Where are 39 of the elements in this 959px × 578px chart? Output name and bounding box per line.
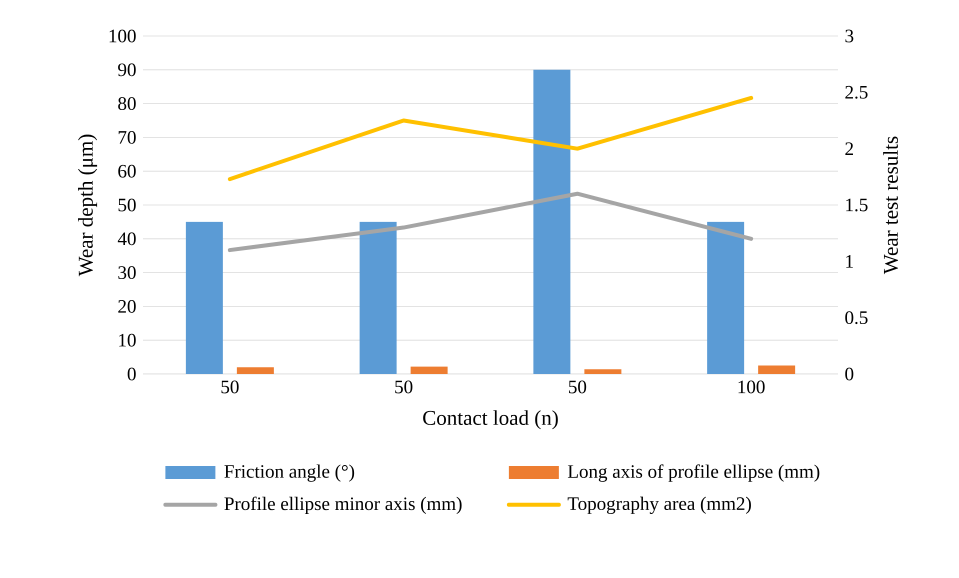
- y-tick-label: 60: [118, 164, 136, 178]
- x-tick-label: 50: [568, 380, 586, 394]
- x-axis-title: Contact load (n): [423, 410, 558, 430]
- x-tick-label: 50: [221, 380, 239, 394]
- bar: [360, 222, 397, 374]
- y-tick-label: 100: [110, 30, 136, 42]
- bar: [758, 366, 796, 374]
- x-tick-label: 50: [395, 380, 412, 394]
- y-tick-label: 30: [118, 266, 136, 280]
- bar: [707, 222, 744, 374]
- y2-tick-label: 2: [845, 142, 853, 155]
- bar: [186, 222, 223, 374]
- y2-tick-label: 1: [846, 255, 853, 268]
- legend-label: Friction angle (°): [224, 464, 354, 482]
- y2-tick-label: 0: [845, 368, 854, 380]
- bar: [410, 366, 448, 374]
- y2-tick-label: 1.5: [846, 198, 868, 212]
- y-tick-label: 80: [118, 97, 136, 110]
- y-tick-label: 20: [118, 300, 136, 313]
- x-tick-label: 100: [738, 380, 765, 394]
- y-tick-label: 70: [118, 130, 136, 144]
- legend-label: Topography area (mm2): [568, 496, 751, 514]
- legend-label: Long axis of profile ellipse (mm): [568, 464, 820, 482]
- legend-label: Profile ellipse minor axis (mm): [224, 496, 462, 514]
- y2-tick-label: 0.5: [845, 311, 868, 324]
- y2-tick-label: 2.5: [845, 86, 868, 99]
- y-tick-label: 0: [128, 368, 136, 380]
- y-tick-label: 50: [118, 198, 136, 212]
- y-tick-label: 40: [118, 232, 136, 246]
- y-tick-label: 10: [119, 334, 136, 347]
- bar: [584, 369, 622, 374]
- bar: [533, 70, 570, 374]
- y2-axis-title: Wear test results: [883, 136, 898, 274]
- bar: [236, 367, 274, 374]
- y-tick-label: 90: [118, 63, 136, 76]
- y-axis-title: Wear depth (μm): [78, 134, 98, 276]
- y2-tick-label: 3: [845, 30, 854, 42]
- line-series: [228, 96, 754, 182]
- line-series: [228, 192, 754, 252]
